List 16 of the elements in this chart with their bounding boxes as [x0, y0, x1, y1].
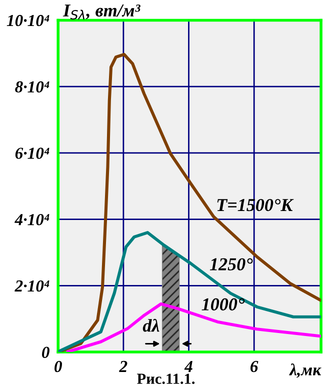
x-tick-label: 2 [119, 360, 128, 372]
series-label: 1250° [210, 258, 253, 270]
x-tick-label: 6 [250, 360, 258, 372]
text: Рис.11.1. [137, 374, 195, 384]
y-tick-label: 6·10⁴ [15, 148, 50, 159]
x-tick-label: 4 [184, 360, 192, 372]
series-label: 1000° [202, 298, 245, 310]
y-axis-title: I$_{Sλ}$, вт/м³ [62, 4, 140, 20]
x-axis-title: λ,мк [289, 363, 322, 378]
band-label: dλ [142, 318, 160, 332]
x-tick-label: 0 [54, 360, 62, 372]
y-tick-label: 2·10⁴ [14, 280, 50, 292]
y-tick-label: 10·10⁴ [6, 14, 50, 26]
y-tick-label: 0 [42, 346, 50, 358]
y-tick-label: 4·10⁴ [14, 214, 50, 226]
y-tick-label: 8·10⁴ [15, 81, 50, 93]
